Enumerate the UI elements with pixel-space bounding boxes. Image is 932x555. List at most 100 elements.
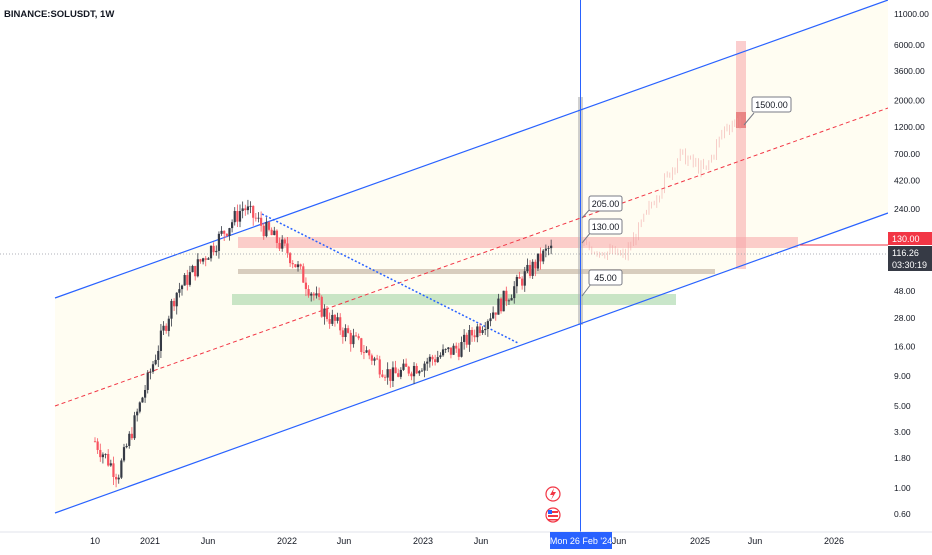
candle-body	[402, 363, 405, 370]
price-tick-label: 3.00	[894, 427, 911, 437]
candle-body	[331, 314, 334, 324]
candle-body	[228, 228, 231, 236]
candle-body	[99, 449, 102, 458]
candle-body	[518, 276, 521, 279]
candle-body	[244, 208, 247, 211]
support-zone[interactable]	[232, 294, 676, 305]
candle-body	[386, 369, 389, 378]
candle-body	[365, 350, 368, 353]
candle-body	[434, 359, 437, 363]
candle-body	[315, 293, 318, 296]
resistance-zone[interactable]	[238, 237, 798, 248]
candle-body	[162, 325, 165, 331]
candle-body	[236, 210, 239, 222]
candle-body	[391, 367, 395, 381]
price-tick-label: 5.00	[894, 401, 911, 411]
callout-45[interactable]: 45.00	[581, 269, 623, 297]
candle-body	[460, 341, 463, 357]
candle-body	[426, 361, 429, 364]
candle-body	[523, 271, 526, 286]
time-tick-label: Jun	[612, 536, 627, 546]
current-price-tag: 116.26 03:30:19	[888, 246, 932, 271]
candle-body	[528, 264, 532, 276]
candle-body	[389, 369, 392, 381]
candle-body	[515, 276, 518, 287]
candle-body	[444, 349, 447, 350]
candle-body	[204, 258, 207, 260]
time-tick-label: 10	[90, 536, 100, 546]
channel-upper-line[interactable]	[54, 0, 889, 299]
lightning-event-icon[interactable]	[545, 486, 561, 502]
candle-body	[149, 371, 152, 373]
candle-body	[423, 363, 426, 371]
price-tick-label: 9.00	[894, 371, 911, 381]
candle-body	[175, 292, 178, 307]
candle-body	[136, 411, 139, 416]
callout-1500[interactable]: 1500.00	[743, 96, 792, 126]
candle-body	[502, 290, 505, 312]
candle-body	[457, 348, 460, 357]
channel-median-line[interactable]	[54, 107, 889, 407]
candle-body	[146, 372, 149, 390]
callout-130[interactable]: 130.00	[581, 218, 623, 244]
us-flag-event-icon[interactable]	[545, 507, 561, 523]
candle-body	[478, 326, 482, 333]
support-level-zone[interactable]	[238, 269, 715, 274]
candle-body	[275, 230, 279, 243]
price-tick-label: 1.00	[894, 483, 911, 493]
candle-body	[410, 373, 413, 377]
candle-body	[217, 233, 221, 251]
projection-zone[interactable]	[736, 41, 746, 269]
price-tick-label: 1200.00	[894, 122, 925, 132]
candle-body	[547, 248, 550, 249]
candle-body	[199, 259, 202, 262]
candle-body	[114, 476, 118, 480]
time-tick-label: 2022	[277, 536, 297, 546]
candle-body	[215, 250, 218, 253]
candle-body	[101, 454, 105, 458]
candle-body	[544, 248, 547, 251]
candle-body	[470, 329, 474, 336]
channel-lower-line[interactable]	[54, 212, 889, 514]
candle-body	[265, 222, 268, 237]
candle-body	[289, 253, 292, 264]
price-candles[interactable]	[93, 199, 553, 488]
candle-body	[531, 261, 534, 276]
candle-body	[104, 453, 107, 455]
candle-body	[307, 289, 310, 296]
time-tick-label: 2023	[413, 536, 433, 546]
candle-body	[534, 261, 537, 269]
candle-body	[165, 325, 168, 331]
time-axis[interactable]: 10 2021 Jun 2022 Jun 2023 Jun Jun 2025 Jun 2026	[90, 536, 844, 546]
candle-body	[273, 230, 276, 236]
callout-205[interactable]: 205.00	[581, 195, 623, 219]
candle-body	[112, 463, 115, 477]
candle-body	[151, 364, 155, 372]
candle-body	[294, 264, 297, 268]
candle-body	[536, 253, 540, 269]
candle-body	[397, 373, 400, 377]
symbol-title: BINANCE:SOLUSDT, 1W	[4, 9, 114, 20]
candle-body	[207, 258, 210, 260]
candle-body	[278, 242, 281, 249]
candle-body	[188, 272, 192, 285]
candle-body	[260, 217, 263, 226]
crosshair-time-tag: Mon 26 Feb '24	[550, 532, 612, 549]
time-tick-label: Jun	[201, 536, 216, 546]
candle-body	[452, 345, 455, 355]
candle-body	[167, 318, 170, 331]
candle-body	[120, 460, 123, 478]
candle-body	[352, 335, 355, 345]
price-tick-label: 1.80	[894, 453, 911, 463]
candle-body	[283, 239, 286, 244]
callout-130-label: 130.00	[592, 222, 620, 232]
candle-body	[357, 336, 360, 339]
candle-body	[418, 371, 421, 374]
candle-body	[310, 293, 313, 296]
candle-body	[476, 326, 479, 338]
candle-body	[141, 397, 144, 403]
price-tick-label: 700.00	[894, 149, 920, 159]
candle-body	[262, 225, 265, 237]
candle-body	[370, 355, 373, 361]
